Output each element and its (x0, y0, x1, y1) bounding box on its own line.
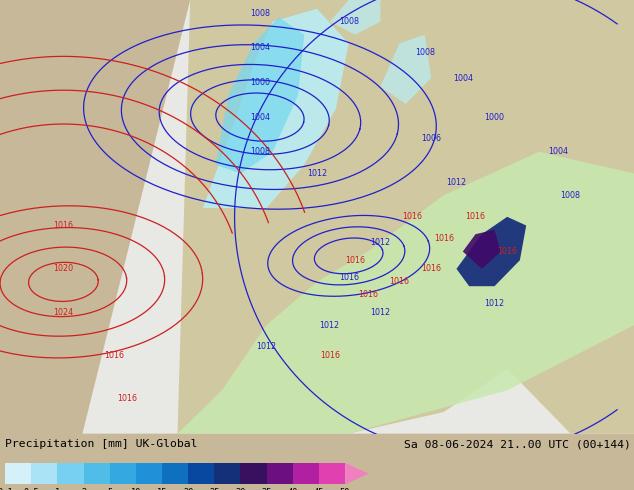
Text: 45: 45 (314, 488, 324, 490)
Text: 1016: 1016 (402, 212, 422, 221)
Polygon shape (463, 230, 501, 269)
Text: 1004: 1004 (250, 113, 270, 122)
Bar (188, 463, 214, 484)
Text: 1016: 1016 (465, 212, 486, 221)
Text: 1000: 1000 (250, 78, 270, 87)
Text: 1012: 1012 (307, 169, 327, 178)
Bar (267, 463, 293, 484)
Text: 1012: 1012 (320, 321, 340, 330)
Text: 1008: 1008 (250, 8, 270, 18)
Bar (31, 463, 58, 484)
Text: 25: 25 (209, 488, 219, 490)
Text: 1004: 1004 (453, 74, 473, 82)
Bar (293, 463, 319, 484)
Text: 1016: 1016 (339, 273, 359, 282)
Text: 1016: 1016 (345, 256, 365, 265)
Text: Precipitation [mm] UK-Global: Precipitation [mm] UK-Global (5, 439, 198, 449)
Text: 35: 35 (261, 488, 272, 490)
Bar (319, 463, 345, 484)
Bar (84, 463, 110, 484)
Text: 1: 1 (55, 488, 60, 490)
Text: 1012: 1012 (370, 308, 391, 317)
Text: 1012: 1012 (446, 178, 467, 187)
Text: 1016: 1016 (421, 265, 441, 273)
Text: 30: 30 (235, 488, 246, 490)
Text: 1000: 1000 (484, 113, 505, 122)
Text: 1008: 1008 (415, 48, 435, 56)
Text: 1020: 1020 (53, 265, 74, 273)
Text: 5: 5 (107, 488, 112, 490)
Bar (162, 463, 188, 484)
Polygon shape (178, 0, 634, 434)
Polygon shape (330, 0, 380, 35)
Text: 20: 20 (183, 488, 193, 490)
Bar (136, 463, 162, 484)
Text: 0.5: 0.5 (23, 488, 39, 490)
Text: 1016: 1016 (53, 221, 74, 230)
Text: 15: 15 (157, 488, 167, 490)
Text: 1008: 1008 (560, 191, 581, 199)
Text: 1008: 1008 (339, 17, 359, 26)
Text: 1004: 1004 (548, 147, 568, 156)
Bar (110, 463, 136, 484)
Text: 1016: 1016 (117, 394, 137, 403)
Text: 1016: 1016 (358, 291, 378, 299)
Bar (58, 463, 84, 484)
Text: 0.1: 0.1 (0, 488, 13, 490)
Text: 1016: 1016 (104, 351, 124, 360)
Text: 1016: 1016 (434, 234, 454, 243)
Text: 1016: 1016 (497, 247, 517, 256)
Text: 40: 40 (288, 488, 298, 490)
Polygon shape (82, 0, 634, 434)
Polygon shape (380, 35, 431, 104)
Bar (5, 463, 31, 484)
Polygon shape (345, 463, 369, 484)
Text: Sa 08-06-2024 21..00 UTC (00+144): Sa 08-06-2024 21..00 UTC (00+144) (404, 439, 631, 449)
Polygon shape (456, 217, 526, 286)
Text: 1012: 1012 (484, 299, 505, 308)
Text: 1004: 1004 (250, 43, 270, 52)
Text: 1006: 1006 (421, 134, 441, 143)
Polygon shape (203, 9, 349, 208)
Bar (214, 463, 240, 484)
Text: 2: 2 (81, 488, 86, 490)
Text: 1008: 1008 (250, 147, 270, 156)
Text: 1016: 1016 (389, 277, 410, 286)
Text: 10: 10 (131, 488, 141, 490)
Bar (240, 463, 267, 484)
Text: 1012: 1012 (256, 343, 276, 351)
Text: 50: 50 (340, 488, 351, 490)
Polygon shape (178, 152, 634, 434)
Text: 1012: 1012 (370, 238, 391, 247)
Polygon shape (216, 17, 304, 173)
Text: 1024: 1024 (53, 308, 74, 317)
Text: 1016: 1016 (320, 351, 340, 360)
